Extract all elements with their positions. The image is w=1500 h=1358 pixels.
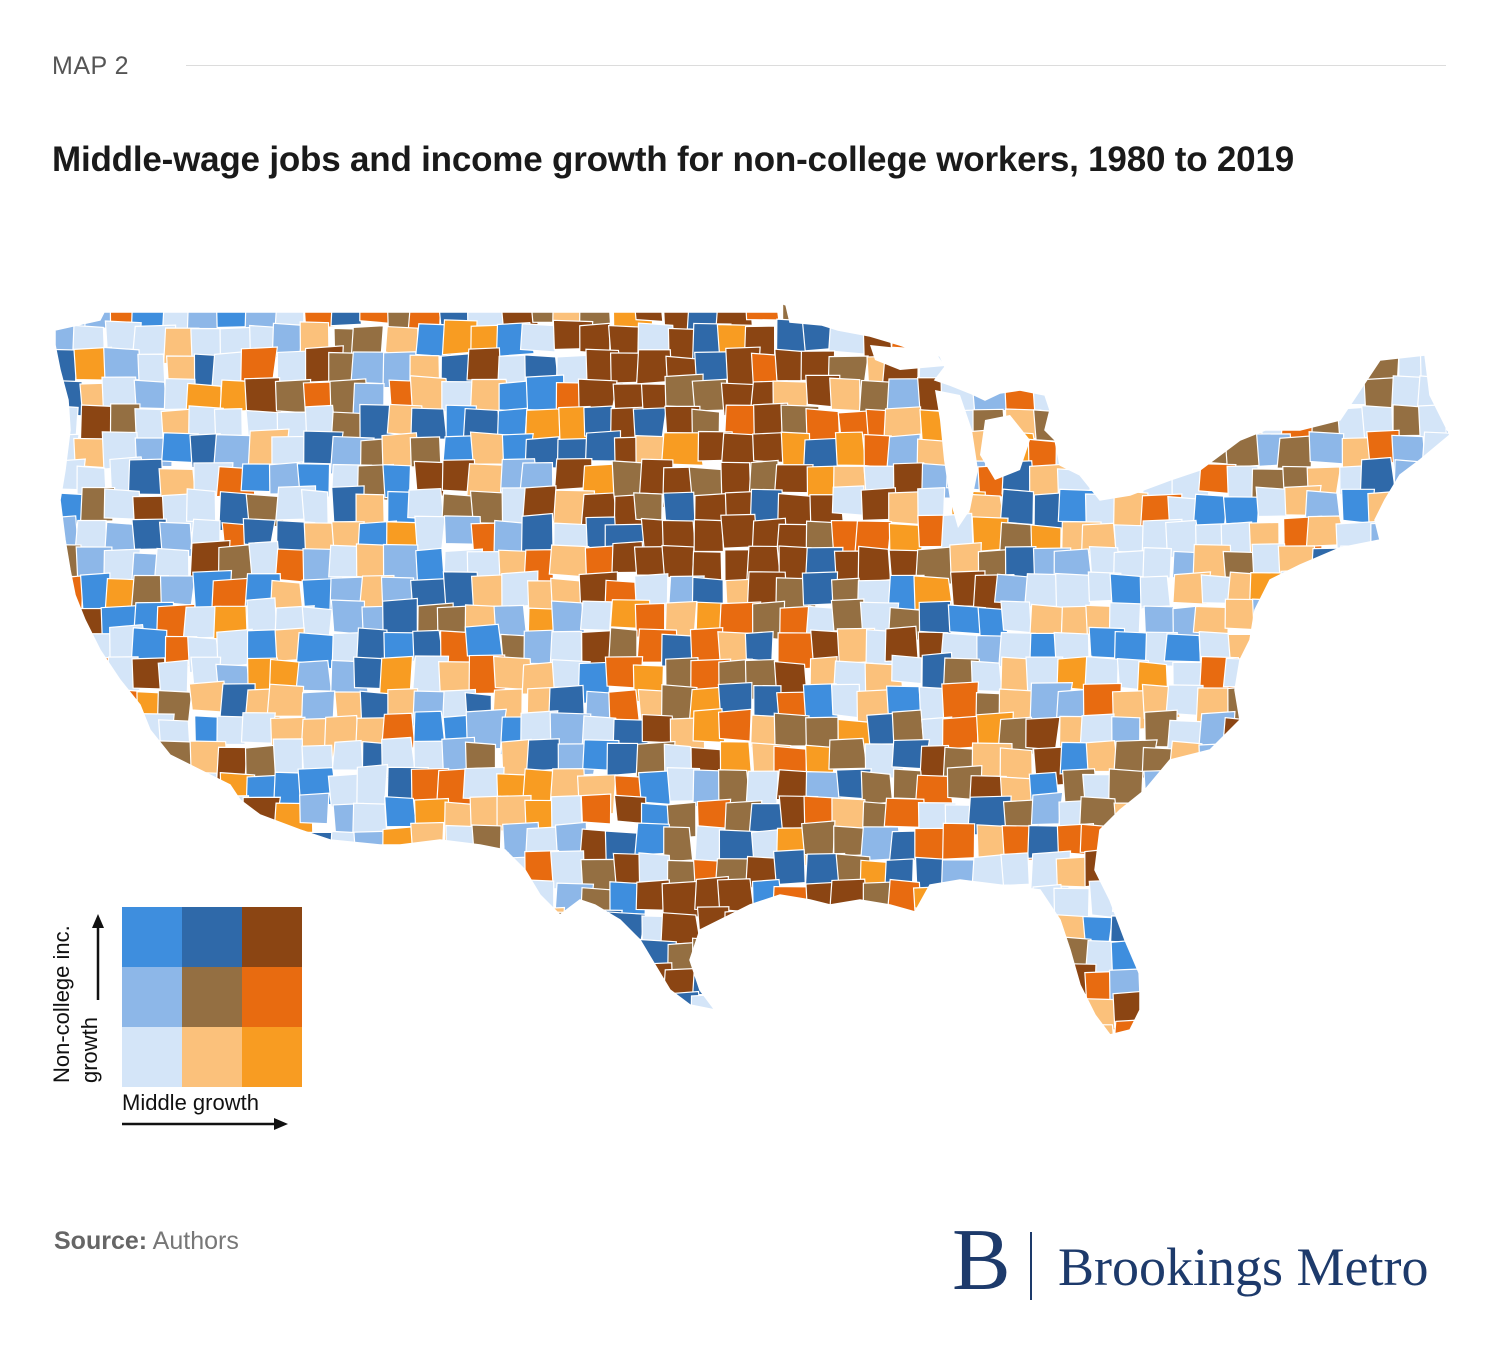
- map-region: [660, 432, 704, 466]
- legend-cell: [182, 1027, 242, 1087]
- map-region: [1255, 486, 1290, 518]
- map-region: [1139, 575, 1172, 608]
- bivariate-legend: [122, 907, 302, 1087]
- legend-cell: [182, 907, 242, 967]
- map-region: [299, 792, 330, 825]
- source-value: Authors: [152, 1227, 239, 1255]
- legend-cell: [242, 1027, 302, 1087]
- legend-up-arrow: [92, 914, 104, 1000]
- legend-cell: [122, 1027, 182, 1087]
- legend-cell: [182, 967, 242, 1027]
- map-region: [891, 654, 923, 685]
- source-label: Source:: [54, 1227, 148, 1255]
- legend-x-axis-label: Middle growth: [122, 1090, 259, 1115]
- legend-cell: [242, 907, 302, 967]
- legend-cell: [122, 907, 182, 967]
- kicker-divider: [186, 65, 1446, 66]
- brand-divider: [1030, 1232, 1032, 1300]
- map-title: Middle-wage jobs and income growth for n…: [52, 140, 1294, 179]
- lake-michigan: [935, 390, 978, 528]
- map-region: [1142, 547, 1172, 581]
- map-region: [663, 826, 694, 863]
- brookings-metro-logo: B Brookings Metro: [952, 1216, 1452, 1312]
- legend-cell: [242, 967, 302, 1027]
- map-region: [580, 793, 612, 825]
- brand-mark: B: [952, 1212, 1011, 1309]
- source-note: Source: Authors: [54, 1227, 239, 1256]
- map-region: [1000, 852, 1030, 887]
- map-region: [693, 518, 725, 553]
- map-kicker: MAP 2: [52, 52, 130, 80]
- map-region: [216, 715, 248, 746]
- map-region: [519, 323, 557, 353]
- lake-huron: [980, 415, 1030, 480]
- map-region: [717, 708, 752, 742]
- map-region: [1445, 403, 1450, 444]
- legend-right-arrow: [122, 1118, 288, 1130]
- legend-cell: [122, 967, 182, 1027]
- brand-name: Brookings Metro: [1058, 1237, 1429, 1297]
